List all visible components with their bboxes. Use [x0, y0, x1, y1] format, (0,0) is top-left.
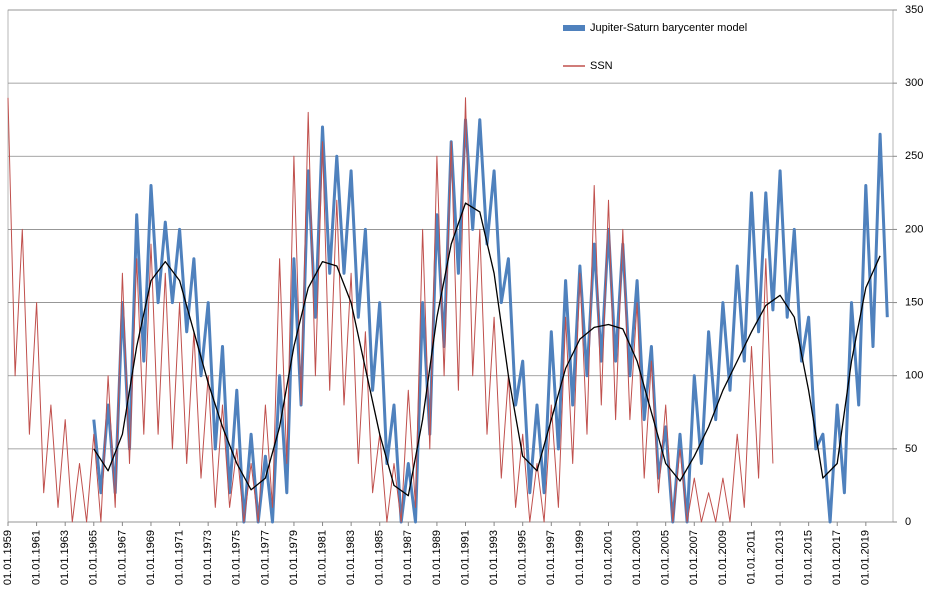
x-tick-label: 01.01.1973 — [202, 530, 214, 585]
x-tick-label: 01.01.1993 — [488, 530, 500, 585]
x-tick-label: 01.01.1965 — [88, 530, 100, 585]
x-tick-label: 01.01.2009 — [717, 530, 729, 585]
series-line — [7, 97, 774, 523]
x-tick-label: 01.01.2005 — [660, 530, 672, 585]
x-tick-label: 01.01.2017 — [831, 530, 843, 585]
x-tick-label: 01.01.1983 — [345, 530, 357, 585]
series-line — [93, 202, 881, 497]
x-tick-label: 01.01.2015 — [803, 530, 815, 585]
x-tick-label: 01.01.1997 — [545, 530, 557, 585]
x-tick-label: 01.01.1989 — [431, 530, 443, 585]
x-tick-label: 01.01.1967 — [116, 530, 128, 585]
x-tick-label: 01.01.2001 — [602, 530, 614, 585]
x-tick-label: 01.01.1995 — [517, 530, 529, 585]
y-tick-label: 350 — [905, 4, 923, 16]
y-tick-label: 200 — [905, 223, 923, 235]
x-tick-label: 01.01.1981 — [316, 530, 328, 585]
x-tick-label: 01.01.2011 — [745, 530, 757, 584]
y-tick-label: 250 — [905, 150, 923, 162]
y-tick-label: 100 — [905, 370, 923, 382]
x-tick-label: 01.01.1959 — [2, 530, 14, 585]
legend-label: Jupiter-Saturn barycenter model — [590, 22, 747, 34]
x-tick-label: 01.01.1987 — [402, 530, 414, 585]
x-tick-label: 01.01.2019 — [860, 530, 872, 585]
series-line — [92, 118, 889, 524]
y-tick-label: 150 — [905, 296, 923, 308]
x-tick-label: 01.01.1977 — [259, 530, 271, 585]
x-tick-label: 01.01.1991 — [459, 530, 471, 585]
y-tick-label: 300 — [905, 77, 923, 89]
x-tick-label: 01.01.1961 — [31, 530, 43, 585]
x-tick-label: 01.01.2007 — [688, 530, 700, 585]
x-tick-label: 01.01.1969 — [145, 530, 157, 585]
x-tick-label: 01.01.1979 — [288, 530, 300, 585]
legend-label: SSN — [590, 60, 613, 72]
x-tick-label: 01.01.2003 — [631, 530, 643, 585]
y-tick-label: 0 — [905, 516, 911, 528]
x-tick-label: 01.01.2013 — [774, 530, 786, 585]
plot-area — [7, 9, 894, 523]
x-tick-label: 01.01.1999 — [574, 530, 586, 585]
x-tick-label: 01.01.1985 — [374, 530, 386, 585]
x-tick-label: 01.01.1975 — [231, 530, 243, 585]
x-tick-label: 01.01.1963 — [59, 530, 71, 585]
x-tick-label: 01.01.1971 — [173, 530, 185, 585]
y-tick-label: 50 — [905, 443, 917, 455]
